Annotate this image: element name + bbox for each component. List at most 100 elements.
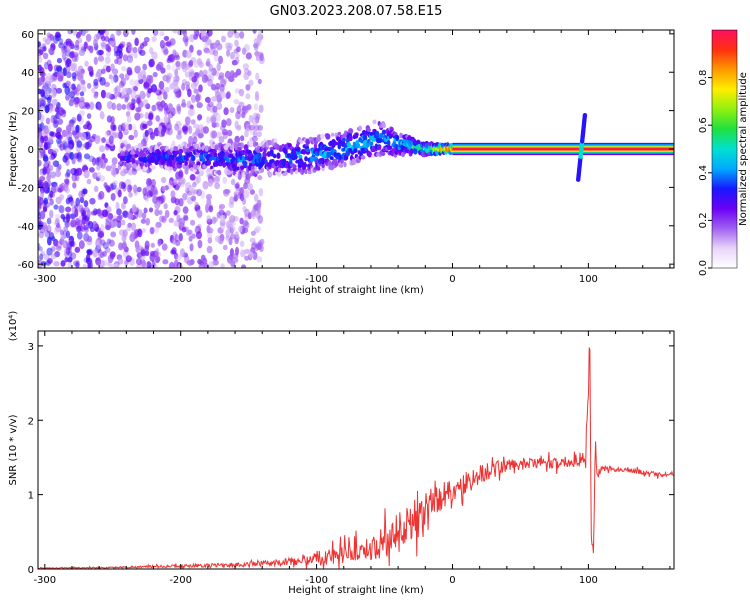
spectrogram-noise-blob	[121, 88, 126, 97]
spectrogram-noise-blob	[160, 67, 166, 74]
spectrogram-band-blob	[325, 133, 331, 140]
spectrogram-noise-blob	[39, 99, 47, 109]
spectrogram-noise-blob	[186, 260, 194, 266]
spectrogram-noise-blob	[38, 159, 42, 167]
spectrogram-noise-blob	[218, 136, 225, 144]
spectrogram-noise-blob	[79, 91, 85, 97]
spectrogram-band-blob	[201, 157, 206, 163]
spectrogram-noise-blob	[95, 260, 102, 266]
spectrogram-noise-blob	[75, 260, 80, 268]
spectrogram-noise-blob	[55, 245, 62, 251]
spectrogram-noise-blob	[62, 155, 68, 163]
spectrogram-noise-blob	[110, 75, 115, 84]
spectrogram-band-blob	[276, 154, 281, 159]
spectrogram-noise-blob	[53, 220, 58, 226]
spectrogram-noise-blob	[83, 257, 90, 263]
spectrogram-noise-blob	[242, 63, 249, 71]
spectrogram-noise-blob	[254, 226, 262, 232]
spectrogram-noise-blob	[182, 64, 188, 73]
spectrogram-noise-blob	[160, 186, 165, 194]
spectrogram-noise-blob	[99, 259, 105, 268]
spectrogram-noise-blob	[257, 215, 264, 224]
spectrogram-noise-blob	[226, 91, 231, 99]
spectrogram-noise-blob	[228, 76, 235, 83]
spectrogram-noise-blob	[149, 226, 155, 235]
spectrogram-noise-blob	[234, 135, 241, 144]
spectrogram-noise-blob	[121, 104, 127, 110]
spectrogram-noise-blob	[247, 70, 252, 77]
spectrogram-noise-blob	[122, 54, 128, 62]
spectrogram-noise-blob	[155, 255, 161, 263]
snr-x-axis-label: Height of straight line (km)	[288, 585, 424, 596]
spectrogram-noise-blob	[176, 92, 181, 99]
spectrogram-noise-blob	[53, 204, 59, 210]
snr-frame	[37, 330, 675, 570]
spectrogram-noise-blob	[53, 119, 59, 127]
spectrogram-noise-blob	[197, 223, 202, 230]
spectrogram-noise-blob	[160, 176, 167, 184]
spectrogram-noise-blob	[146, 177, 152, 187]
spectrogram-noise-blob	[245, 93, 251, 100]
spectrogram-noise-blob	[98, 145, 106, 153]
spectrogram-noise-blob	[141, 259, 147, 268]
spectrogram-noise-blob	[155, 115, 160, 122]
spectrogram-noise-blob	[207, 237, 213, 244]
spectrogram-band-blob	[304, 168, 308, 175]
spectrogram-noise-blob	[43, 135, 48, 142]
spectrogram-band-blob	[395, 134, 400, 142]
spectrogram-noise-blob	[64, 187, 70, 194]
spectrogram-y-tick-label: -60	[18, 260, 34, 271]
spectrogram-noise-blob	[173, 75, 180, 82]
spectrogram-noise-blob	[111, 157, 118, 165]
spectrogram-noise-blob	[258, 104, 264, 113]
spectrogram-noise-blob	[255, 72, 260, 81]
spectrogram-noise-blob	[196, 102, 203, 109]
spectrogram-noise-blob	[131, 97, 136, 105]
spectrogram-noise-blob	[124, 124, 130, 133]
snr-x-tick-label: -200	[169, 575, 192, 586]
spectrogram-noise-blob	[115, 30, 122, 36]
spectrogram-noise-blob	[182, 193, 188, 201]
spectrogram-noise-blob	[43, 197, 49, 205]
spectrogram-noise-blob	[208, 205, 214, 213]
spectrogram-noise-blob	[83, 101, 90, 108]
spectrogram-noise-blob	[211, 216, 217, 225]
spectrogram-noise-blob	[210, 83, 217, 91]
spectrogram-band-blob	[380, 151, 386, 157]
spectrogram-band-blob	[399, 132, 403, 139]
spectrogram-noise-blob	[176, 133, 183, 140]
spectrogram-noise-blob	[222, 131, 228, 140]
spectrogram-noise-blob	[89, 135, 96, 143]
spectrogram-noise-blob	[102, 251, 107, 257]
spectrogram-noise-blob	[67, 30, 73, 35]
spectrogram-noise-blob	[255, 113, 261, 120]
spectrogram-noise-blob	[166, 64, 171, 71]
spectrogram-noise-blob	[112, 124, 117, 132]
spectrogram-noise-blob	[55, 196, 62, 205]
spectrogram-noise-blob	[44, 76, 50, 84]
spectrogram-noise-blob	[163, 115, 169, 124]
spectrogram-noise-blob	[143, 36, 150, 43]
spectrogram-noise-blob	[254, 91, 259, 99]
spectrogram-noise-blob	[168, 54, 175, 62]
spectrogram-noise-blob	[163, 91, 168, 100]
spectrogram-noise-blob	[184, 71, 191, 78]
spectrogram-noise-blob	[193, 123, 200, 129]
spectrogram-noise-blob	[219, 221, 226, 230]
spectrogram-noise-blob	[141, 212, 147, 220]
spectrogram-noise-blob	[178, 233, 183, 242]
spectrogram-noise-blob	[162, 259, 169, 265]
spectrogram-band-blob	[248, 152, 254, 158]
spectrogram-noise-blob	[248, 124, 256, 131]
spectrogram-noise-blob	[234, 57, 240, 65]
spectrogram-noise-blob	[256, 256, 263, 263]
spectrogram-noise-blob	[42, 128, 49, 135]
spectrogram-noise-blob	[248, 251, 255, 259]
spectrogram-band-blob	[339, 163, 344, 168]
spectrogram-noise-blob	[52, 148, 59, 154]
figure-title: GN03.2023.208.07.58.E15	[270, 4, 443, 19]
spectrogram-noise-blob	[117, 124, 123, 133]
spectrogram-noise-blob	[242, 220, 249, 227]
spectrogram-band-blob	[204, 145, 210, 152]
spectrogram-noise-blob	[109, 263, 116, 268]
